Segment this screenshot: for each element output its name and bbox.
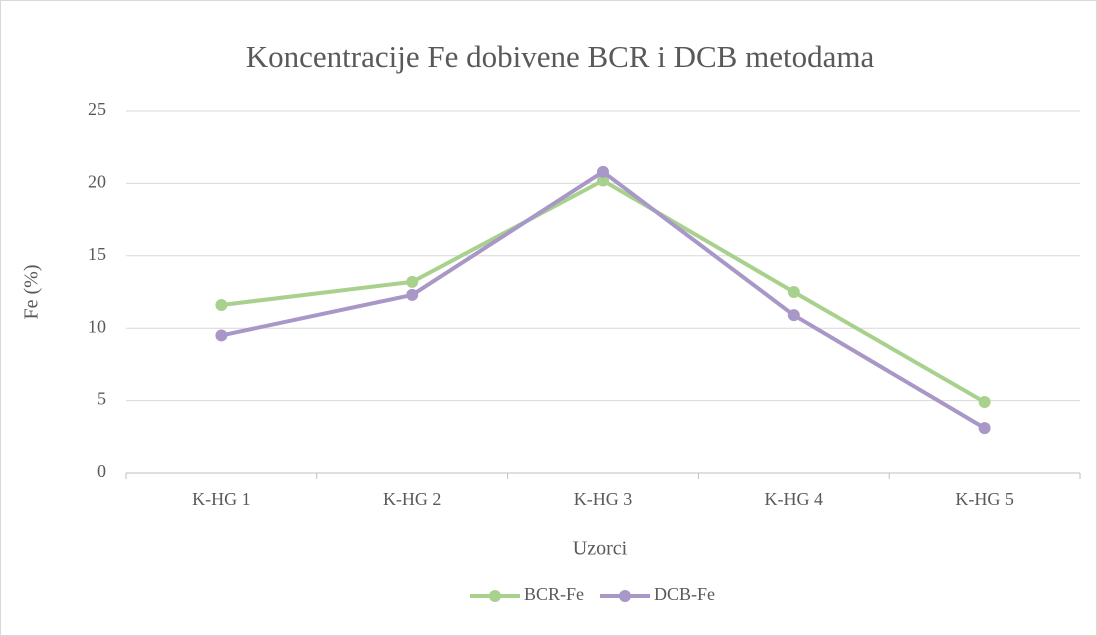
- y-tick-label: 0: [97, 461, 106, 481]
- legend-label: BCR-Fe: [524, 584, 584, 604]
- y-tick-label: 15: [88, 244, 106, 264]
- x-axis-label: Uzorci: [573, 538, 628, 560]
- y-tick-label: 25: [88, 99, 106, 119]
- y-tick-label: 5: [97, 389, 106, 409]
- x-tick-label: K-HG 3: [574, 489, 633, 509]
- data-point: [787, 309, 800, 322]
- legend-marker: [619, 590, 631, 602]
- x-tick-label: K-HG 5: [955, 489, 1014, 509]
- legend-label: DCB-Fe: [654, 584, 715, 604]
- y-tick-label: 20: [88, 172, 106, 192]
- y-tick-label: 10: [88, 316, 106, 336]
- data-point: [978, 422, 991, 435]
- x-tick-label: K-HG 2: [383, 489, 442, 509]
- data-point: [406, 275, 419, 288]
- data-point: [597, 174, 609, 187]
- data-point: [215, 329, 228, 342]
- x-tick-label: K-HG 1: [192, 489, 251, 509]
- y-axis-label: Fe (%): [21, 265, 43, 320]
- data-point: [215, 299, 228, 312]
- data-point: [406, 288, 419, 301]
- data-point: [978, 396, 991, 409]
- legend-marker: [489, 590, 501, 602]
- chart-title: Koncentracije Fe dobivene BCR i DCB meto…: [246, 39, 875, 74]
- x-tick-label: K-HG 4: [765, 489, 824, 509]
- data-point: [597, 165, 609, 178]
- data-point: [787, 286, 800, 298]
